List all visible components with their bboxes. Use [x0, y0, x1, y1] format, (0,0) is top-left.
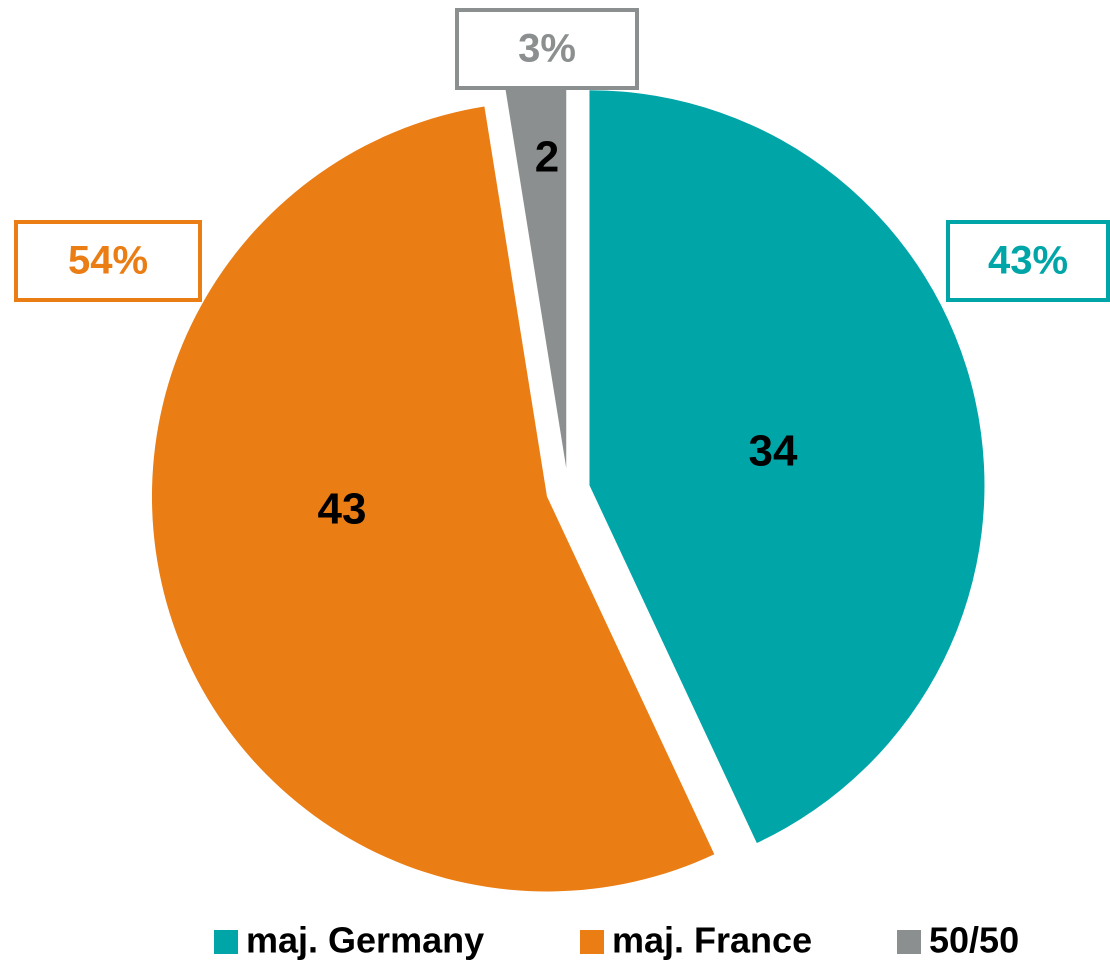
percent-label: 43%	[988, 239, 1068, 283]
legend-label: maj. Germany	[246, 920, 484, 961]
legend-swatch	[580, 930, 604, 954]
slice-value-label: 43	[318, 485, 367, 534]
legend-label: 50/50	[929, 920, 1019, 961]
legend-swatch	[897, 930, 921, 954]
legend-label: maj. France	[612, 920, 812, 961]
pie-slice	[503, 73, 567, 469]
slice-value-label: 2	[535, 133, 559, 182]
percent-label: 54%	[68, 239, 148, 283]
percent-label-box	[946, 220, 1110, 302]
percent-label: 3%	[518, 27, 576, 71]
pie-slice	[589, 90, 985, 844]
slice-value-label: 34	[749, 427, 798, 476]
percent-label-box	[455, 8, 639, 90]
legend-swatch	[214, 930, 238, 954]
percent-label-box	[14, 220, 202, 302]
pie-slice	[151, 106, 715, 892]
